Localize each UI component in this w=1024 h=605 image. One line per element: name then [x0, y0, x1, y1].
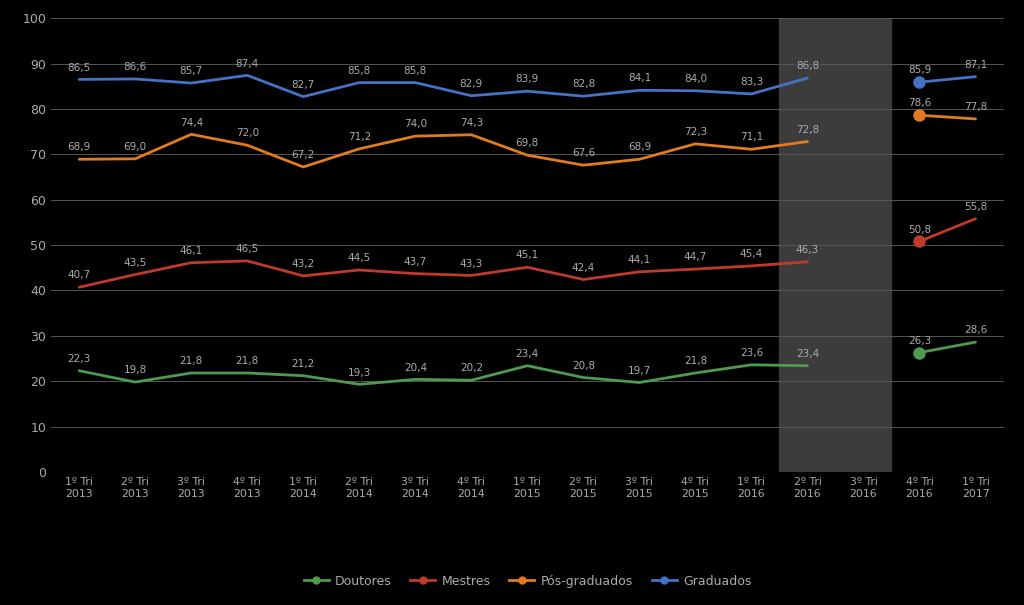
Text: 23,4: 23,4 [796, 349, 819, 359]
Text: 69,8: 69,8 [516, 139, 539, 148]
Text: 86,5: 86,5 [68, 62, 91, 73]
Text: 21,8: 21,8 [684, 356, 707, 366]
Text: 21,2: 21,2 [292, 359, 315, 369]
Text: 46,3: 46,3 [796, 245, 819, 255]
Text: 45,1: 45,1 [516, 250, 539, 260]
Text: 21,8: 21,8 [236, 356, 259, 366]
Text: 20,4: 20,4 [403, 362, 427, 373]
Text: 84,1: 84,1 [628, 73, 651, 83]
Text: 83,9: 83,9 [516, 74, 539, 84]
Text: 82,9: 82,9 [460, 79, 483, 89]
Text: 86,8: 86,8 [796, 61, 819, 71]
Text: 74,3: 74,3 [460, 118, 483, 128]
Text: 83,3: 83,3 [739, 77, 763, 87]
Text: 87,1: 87,1 [964, 60, 987, 70]
Text: 43,2: 43,2 [292, 259, 315, 269]
Text: 67,6: 67,6 [571, 148, 595, 159]
Text: 26,3: 26,3 [908, 336, 931, 346]
Text: 46,1: 46,1 [179, 246, 203, 256]
Text: 44,7: 44,7 [684, 252, 707, 262]
Text: 77,8: 77,8 [964, 102, 987, 112]
Text: 45,4: 45,4 [739, 249, 763, 259]
Text: 85,9: 85,9 [908, 65, 931, 75]
Text: 67,2: 67,2 [292, 150, 315, 160]
Text: 74,0: 74,0 [403, 119, 427, 129]
Text: 72,3: 72,3 [684, 127, 707, 137]
Text: 86,6: 86,6 [124, 62, 146, 72]
Text: 19,8: 19,8 [124, 365, 146, 375]
Text: 84,0: 84,0 [684, 74, 707, 84]
Text: 68,9: 68,9 [628, 142, 651, 152]
Text: 44,1: 44,1 [628, 255, 651, 265]
Text: 71,1: 71,1 [739, 132, 763, 142]
Text: 78,6: 78,6 [908, 99, 931, 108]
Text: 85,8: 85,8 [403, 66, 427, 76]
Text: 42,4: 42,4 [571, 263, 595, 273]
Text: 82,7: 82,7 [292, 80, 315, 90]
Text: 23,4: 23,4 [516, 349, 539, 359]
Text: 19,7: 19,7 [628, 365, 651, 376]
Text: 55,8: 55,8 [964, 202, 987, 212]
Text: 20,8: 20,8 [571, 361, 595, 371]
Text: 40,7: 40,7 [68, 270, 91, 280]
Bar [779, 18, 892, 472]
Text: 21,8: 21,8 [179, 356, 203, 366]
Text: 85,8: 85,8 [348, 66, 371, 76]
Text: 19,3: 19,3 [348, 367, 371, 378]
Text: 22,3: 22,3 [68, 354, 91, 364]
Text: 23,6: 23,6 [739, 348, 763, 358]
Text: 46,5: 46,5 [236, 244, 259, 254]
Text: 43,5: 43,5 [124, 258, 146, 267]
Text: 72,8: 72,8 [796, 125, 819, 135]
Text: 68,9: 68,9 [68, 142, 91, 152]
Text: 74,4: 74,4 [179, 117, 203, 128]
Text: 69,0: 69,0 [124, 142, 146, 152]
Text: 50,8: 50,8 [908, 224, 931, 235]
Text: 87,4: 87,4 [236, 59, 259, 68]
Text: 72,0: 72,0 [236, 128, 259, 139]
Text: 71,2: 71,2 [348, 132, 371, 142]
Text: 43,7: 43,7 [403, 257, 427, 267]
Text: 28,6: 28,6 [964, 325, 987, 335]
Text: 43,3: 43,3 [460, 258, 483, 269]
Text: 82,8: 82,8 [571, 79, 595, 90]
Text: 85,7: 85,7 [179, 66, 203, 76]
Legend: Doutores, Mestres, Pós-graduados, Graduados: Doutores, Mestres, Pós-graduados, Gradua… [299, 570, 756, 593]
Text: 20,2: 20,2 [460, 364, 483, 373]
Text: 44,5: 44,5 [348, 253, 371, 263]
